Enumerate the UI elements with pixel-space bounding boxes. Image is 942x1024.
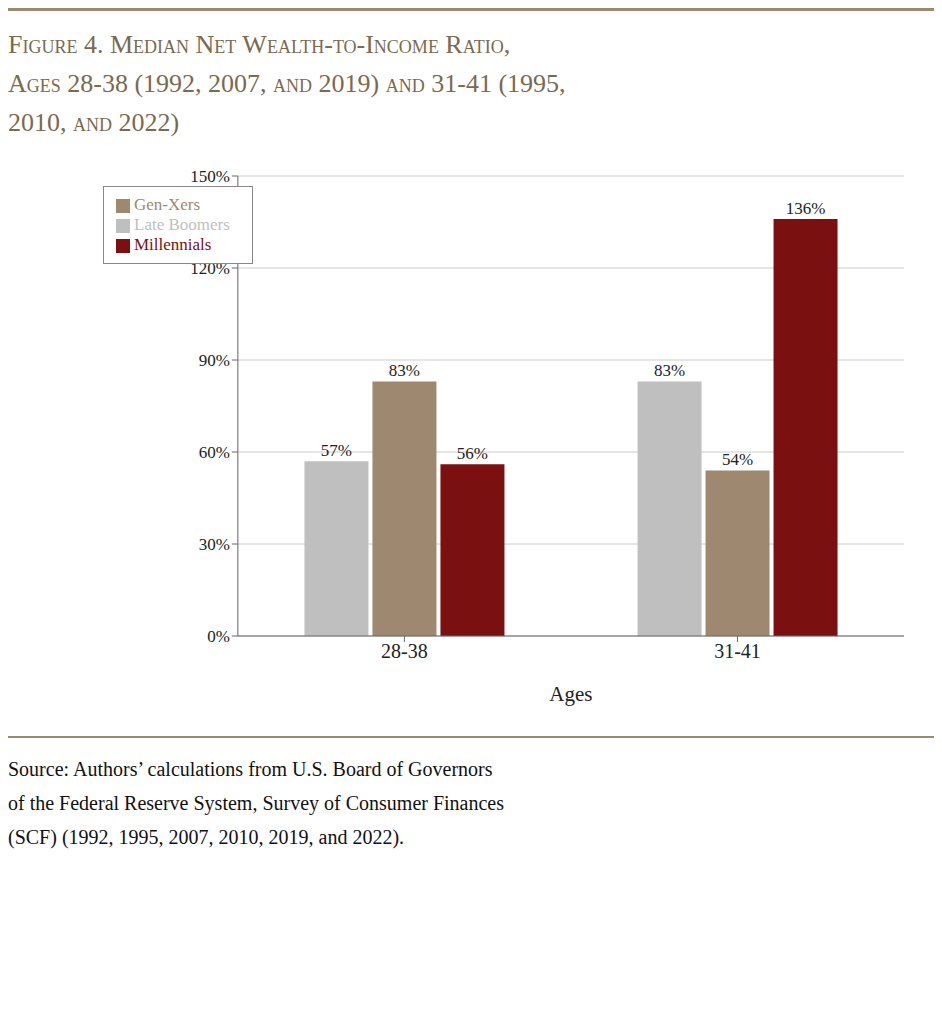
svg-text:31-41: 31-41 xyxy=(714,640,761,662)
svg-text:54%: 54% xyxy=(722,450,753,469)
html-text:of the Federal Reserve System,: of the Federal Reserve System, Survey of… xyxy=(8,792,504,814)
svg-text:120%: 120% xyxy=(190,259,230,278)
svg-text:150%: 150% xyxy=(190,167,230,186)
svg-text:83%: 83% xyxy=(654,361,685,380)
html-text:Late Boomers: Late Boomers xyxy=(134,215,230,234)
svg-text:57%: 57% xyxy=(321,441,352,460)
svg-text:30%: 30% xyxy=(199,535,230,554)
svg-text:60%: 60% xyxy=(199,443,230,462)
svg-text:90%: 90% xyxy=(199,351,230,370)
html-text:Figure 4. Median Net Wealth-to: Figure 4. Median Net Wealth-to-Income Ra… xyxy=(8,30,511,59)
svg-text:0%: 0% xyxy=(207,627,230,646)
svg-text:56%: 56% xyxy=(457,444,488,463)
html-text:Ages 28-38 (1992, 2007, and 20: Ages 28-38 (1992, 2007, and 2019) and 31… xyxy=(8,69,566,98)
html-text:Gen-Xers: Gen-Xers xyxy=(134,195,201,214)
html-text:(SCF) (1992, 1995, 2007, 2010,: (SCF) (1992, 1995, 2007, 2010, 2019, and… xyxy=(8,826,405,848)
svg-text:Ages: Ages xyxy=(549,682,592,706)
html-text:Millennials: Millennials xyxy=(134,235,212,254)
svg-text:83%: 83% xyxy=(389,361,420,380)
html-text:Source: Authors’ calculations: Source: Authors’ calculations from U.S. … xyxy=(8,758,493,780)
svg-text:28-38: 28-38 xyxy=(381,640,428,662)
html-text:2010, and 2022): 2010, and 2022) xyxy=(8,108,180,137)
svg-text:136%: 136% xyxy=(786,199,826,218)
